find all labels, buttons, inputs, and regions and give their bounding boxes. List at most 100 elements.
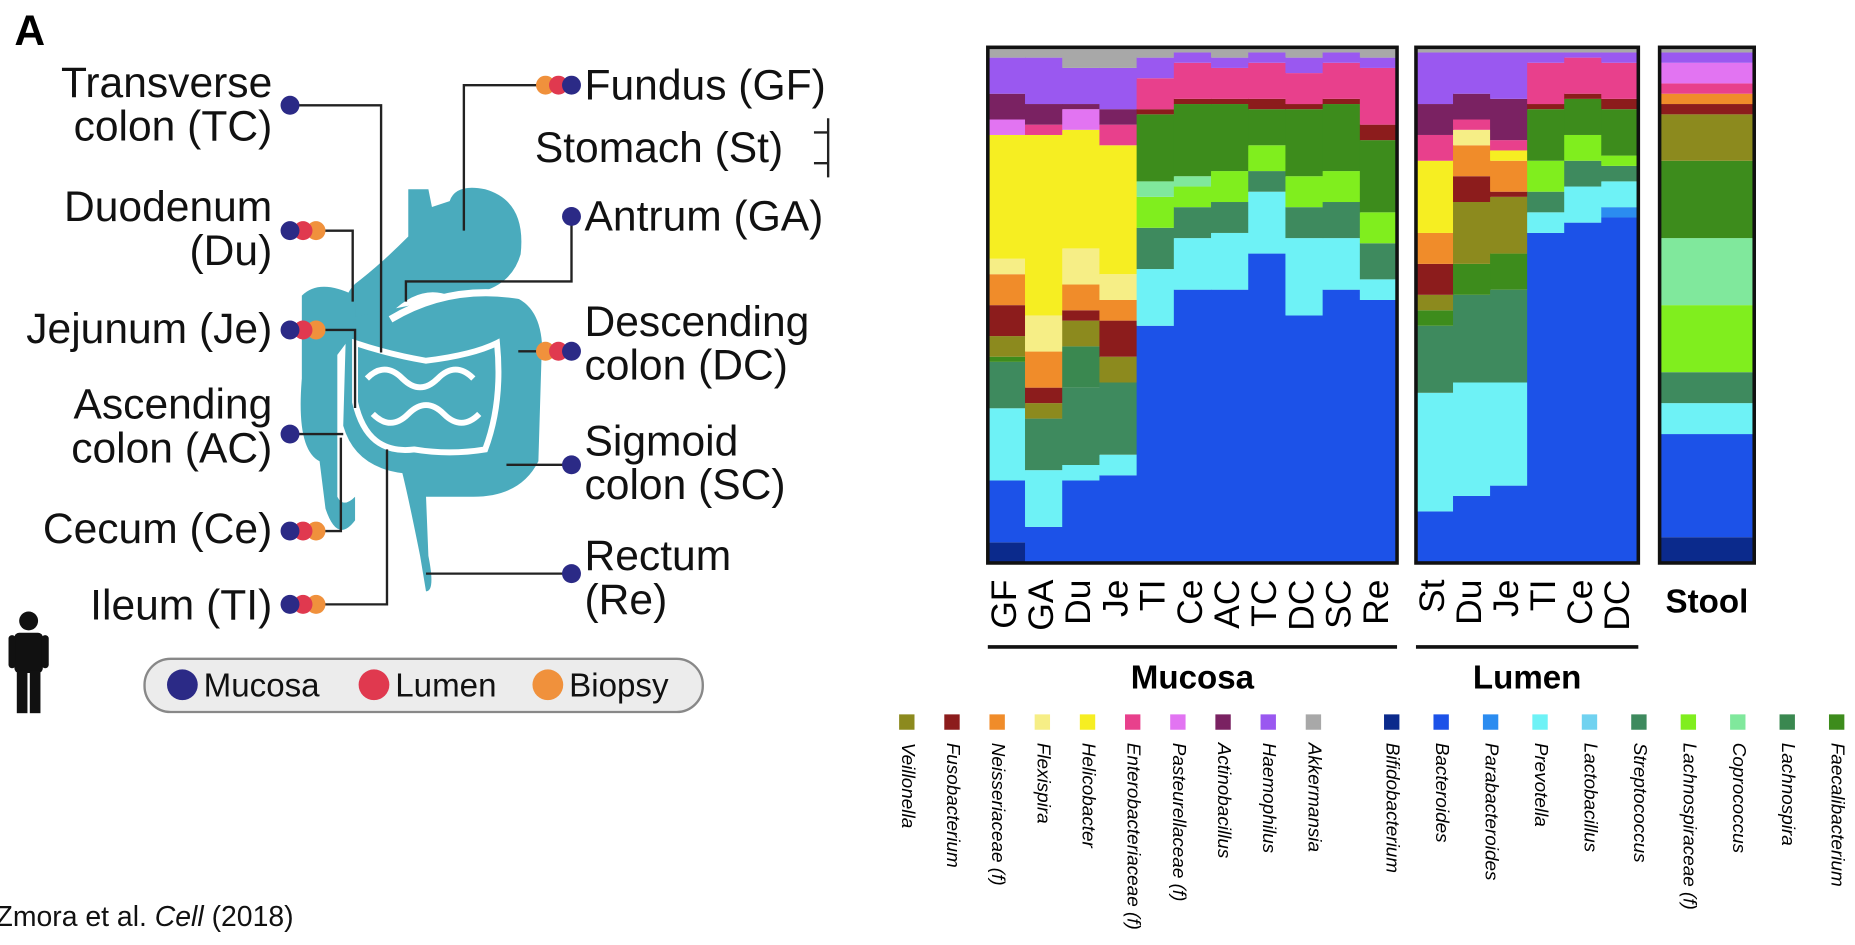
bar-segment: [1601, 181, 1639, 207]
sample-dot: [562, 207, 581, 226]
bar-segment: [1099, 321, 1137, 357]
bar-segment: [1137, 269, 1175, 326]
bar-segment: [1323, 238, 1361, 290]
legend-swatch: [1780, 714, 1795, 729]
bar-segment: [1453, 202, 1491, 264]
bar-segment: [1416, 233, 1454, 264]
bar-segment: [1285, 73, 1323, 104]
bar-segment: [1416, 161, 1454, 233]
bar-segment: [988, 480, 1026, 542]
bar-segment: [1137, 114, 1175, 181]
group-label: Mucosa: [1131, 659, 1255, 696]
citation-year: (2018): [212, 901, 294, 933]
legend-label: Lactobacillus: [1579, 743, 1600, 853]
legend-swatch: [1631, 714, 1646, 729]
bar-segment: [1660, 104, 1755, 114]
bar-segment: [1564, 94, 1602, 99]
legend-swatch: [167, 669, 198, 700]
legend-swatch: [359, 669, 390, 700]
x-tick-label: TC: [1244, 580, 1284, 627]
bar-segment: [1527, 109, 1565, 161]
legend-swatch: [1829, 714, 1844, 729]
bar-segment: [1062, 285, 1100, 311]
sample-dot: [281, 522, 300, 541]
bar-segment: [1601, 63, 1639, 99]
legend-label: Coprococcus: [1728, 743, 1749, 854]
legend-swatch: [944, 714, 959, 729]
legend-swatch: [1125, 714, 1140, 729]
site-label: (Re): [585, 576, 668, 624]
citation-journal: Cell: [155, 901, 205, 933]
sample-dot: [562, 455, 581, 474]
bar-segment: [1099, 382, 1137, 454]
bar-segment: [988, 542, 1026, 563]
bar-segment: [1416, 52, 1454, 104]
bar-segment: [1285, 315, 1323, 563]
bar-segment: [1062, 346, 1100, 387]
bar-segment: [1453, 176, 1491, 202]
bar-segment: [1323, 99, 1361, 104]
bar-segment: [1453, 130, 1491, 145]
sample-legend: MucosaLumenBiopsy: [167, 668, 669, 705]
bar-segment: [988, 305, 1026, 336]
bar-segment: [1285, 207, 1323, 238]
bar-segment: [1099, 300, 1137, 321]
bar-segment: [1248, 109, 1286, 145]
x-tick-label: SC: [1319, 580, 1359, 629]
bar-segment: [1416, 310, 1454, 325]
bar-segment: [1416, 393, 1454, 512]
x-tick-label: Re: [1356, 580, 1396, 625]
bar-segment: [1025, 527, 1063, 563]
bar-segment: [1564, 187, 1602, 223]
bar-segment: [988, 408, 1026, 480]
bar-segment: [1601, 156, 1639, 166]
bar-segment: [1660, 161, 1755, 238]
legend-swatch: [1035, 714, 1050, 729]
bar-segment: [1453, 145, 1491, 176]
x-tick-label: Je: [1095, 580, 1135, 617]
legend-label: Fusobacterium: [942, 743, 963, 868]
bar-segment: [1248, 192, 1286, 254]
bar-segment: [1062, 130, 1100, 249]
bar-segment: [1137, 197, 1175, 228]
bar-segment: [1025, 470, 1063, 527]
site-label: Transverse: [61, 59, 272, 107]
bar-segment: [1564, 223, 1602, 563]
bar-segment: [1490, 140, 1528, 150]
bar-segment: [1564, 58, 1602, 94]
sample-dot: [281, 425, 300, 444]
legend-label: Lachnospiraceae (f): [1678, 743, 1699, 910]
bar-segment: [1099, 125, 1137, 146]
bar-segment: [1416, 295, 1454, 310]
site-label: Sigmoid: [585, 417, 739, 465]
bar-segment: [1285, 109, 1323, 176]
bar-segment: [1025, 58, 1063, 104]
bar-segment: [1527, 63, 1565, 104]
x-tick-label: TI: [1523, 580, 1563, 612]
bar-segment: [1025, 403, 1063, 418]
bar-segment: [1285, 104, 1323, 109]
bar-segment: [1601, 217, 1639, 562]
bar-segment: [1099, 47, 1137, 68]
bar-segment: [988, 259, 1026, 274]
legend-label: Actinobacillus: [1213, 742, 1234, 859]
legend-label: Mucosa: [204, 668, 321, 705]
bar-segment: [1660, 372, 1755, 403]
legend-label: Streptococcus: [1629, 743, 1650, 863]
bar-segment: [1490, 197, 1528, 254]
bar-segment: [1211, 104, 1249, 171]
site-label: Ileum (TI): [90, 582, 272, 630]
citation-authors: Zmora et al.: [0, 901, 147, 933]
bar-segment: [1137, 78, 1175, 109]
legend-label: Bacteroides: [1431, 743, 1452, 843]
bar-segment: [1099, 145, 1137, 274]
bar-segment: [1360, 125, 1398, 140]
bar-segment: [1099, 357, 1137, 383]
bar-segment: [1062, 465, 1100, 480]
bar-segment: [1416, 264, 1454, 295]
x-tick-label: GA: [1021, 579, 1061, 631]
bar-segment: [1211, 58, 1249, 68]
bar-segment: [988, 362, 1026, 408]
x-tick-label: Du: [1058, 580, 1098, 625]
x-tick-label: Ce: [1170, 580, 1210, 625]
